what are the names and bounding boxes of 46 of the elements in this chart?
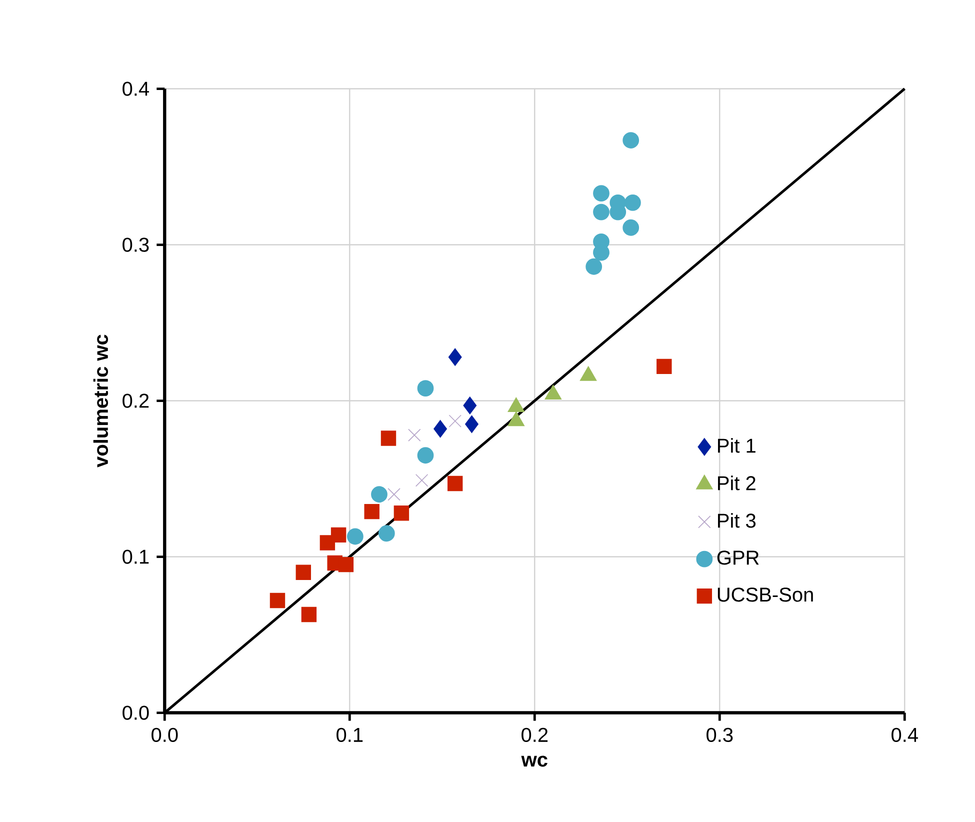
point <box>347 528 364 545</box>
x-tick-label: 0.1 <box>336 728 363 742</box>
point <box>296 564 311 580</box>
y-tick-label: 0.1 <box>122 550 149 564</box>
point <box>448 414 462 428</box>
point <box>330 527 346 543</box>
point <box>408 428 421 442</box>
legend-label: Pit 3 <box>718 513 756 528</box>
point <box>394 506 410 521</box>
x-tick-label: 0.0 <box>152 728 178 742</box>
point <box>624 194 641 211</box>
point <box>622 132 640 148</box>
y-tick-label: 0.4 <box>122 82 149 96</box>
point <box>417 380 434 396</box>
point <box>448 476 463 492</box>
point <box>586 258 602 275</box>
point <box>301 606 317 622</box>
point <box>388 488 400 501</box>
point <box>270 592 286 608</box>
point <box>338 556 354 572</box>
x-axis-title: wc <box>521 756 548 767</box>
point <box>417 447 434 464</box>
legend-label: UCSB-Son <box>718 588 813 602</box>
x-tick-label: 0.3 <box>706 728 733 742</box>
legend-label: GPR <box>717 550 759 565</box>
legend-label: Pit 1 <box>718 438 756 453</box>
point <box>378 525 395 542</box>
point <box>371 486 388 503</box>
x-tick-label: 0.4 <box>892 728 918 742</box>
point <box>593 185 610 202</box>
y-tick-label: 0.3 <box>122 238 149 252</box>
point <box>656 358 672 374</box>
y-tick-label: 0.0 <box>122 706 149 720</box>
point <box>415 474 428 487</box>
y-axis-title: volumetric wc <box>93 334 108 468</box>
x-tick-label: 0.2 <box>522 728 548 742</box>
point <box>364 504 380 520</box>
point <box>434 420 447 438</box>
y-tick-label: 0.2 <box>122 394 149 408</box>
point <box>448 348 462 366</box>
legend-label: Pit 2 <box>718 476 756 490</box>
point <box>593 204 610 220</box>
point <box>463 396 477 414</box>
point <box>622 219 640 236</box>
point <box>465 415 478 433</box>
point <box>380 430 396 446</box>
